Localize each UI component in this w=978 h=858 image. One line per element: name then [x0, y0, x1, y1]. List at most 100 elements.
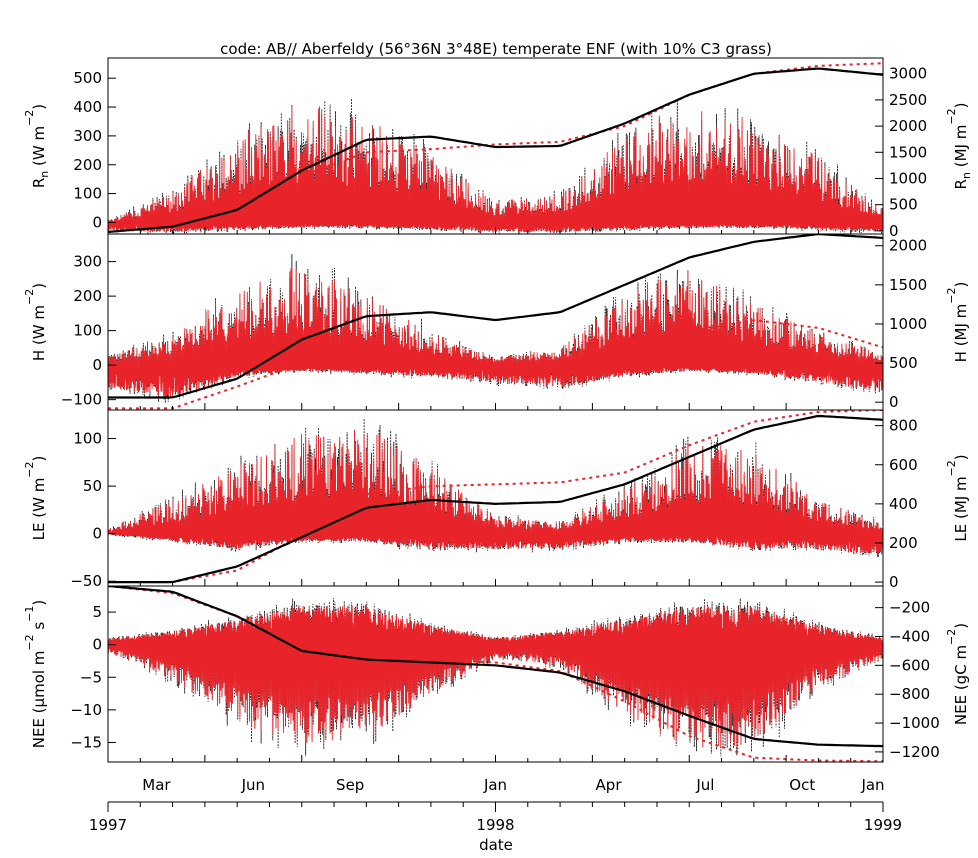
right-axis-label-Rn-part: n	[960, 172, 973, 179]
left-axis-label-Rn-part: R	[30, 178, 48, 188]
month-label: Sep	[336, 776, 364, 794]
right-axis-label-LE-part: )	[952, 454, 970, 460]
left-tick-label: 0	[92, 525, 102, 543]
left-axis-label-NEE-part: )	[30, 600, 48, 606]
left-axis-label-LE-part: LE	[30, 523, 48, 541]
cumulative-observed-curve	[108, 586, 883, 748]
left-axis-label-H-part: H	[30, 350, 48, 361]
right-tick-label: 2000	[889, 117, 927, 135]
left-tick-label: 200	[73, 287, 102, 305]
left-tick-label: 0	[92, 636, 102, 654]
right-tick-label: 0	[889, 222, 899, 240]
right-axis-label-NEE-part: −2	[945, 629, 958, 645]
cumulative-observed-curve	[108, 414, 883, 584]
left-axis-label-NEE-part: NEE	[30, 718, 48, 748]
right-axis-label-Rn-part: −2	[945, 108, 958, 124]
left-axis-label-Rn-part: (W m	[30, 126, 48, 171]
left-axis-label-LE-part: )	[30, 456, 48, 462]
right-axis-label-LE-part: (MJ m	[952, 476, 970, 523]
right-tick-label: 0	[889, 573, 899, 591]
right-tick-label: 800	[889, 417, 918, 435]
left-axis-label-NEE-part: s	[30, 622, 48, 635]
right-axis-label-H-part: )	[952, 282, 970, 288]
right-tick-label: −1000	[889, 714, 940, 732]
right-tick-label: 500	[889, 354, 918, 372]
date-axis: Mar Jun Sep Jan Apr Jul Oct Jan 1997 1998 1999	[89, 776, 902, 834]
left-tick-label: −15	[70, 733, 102, 751]
x-axis-label: date	[479, 836, 513, 854]
month-label: Apr	[596, 776, 623, 794]
right-tick-label: −1200	[889, 743, 940, 761]
panel-H-data	[108, 234, 883, 410]
panel-Rn-data	[108, 62, 883, 234]
left-axis-label-NEE-part: −1	[23, 606, 36, 622]
left-tick-label: −10	[70, 701, 102, 719]
right-tick-label: 3000	[889, 65, 927, 83]
right-tick-label: 400	[889, 495, 918, 513]
observed-flux-trace	[108, 254, 883, 404]
left-tick-label: 400	[73, 98, 102, 116]
month-label: Jun	[241, 776, 265, 794]
right-tick-label: 1000	[889, 169, 927, 187]
right-tick-label: −200	[889, 599, 930, 617]
left-axis-label-H-part: −2	[23, 289, 36, 305]
right-axis-label-NEE-part: NEE	[952, 695, 970, 725]
right-tick-label: 0	[889, 393, 899, 411]
right-axis-label-Rn-part: (MJ m	[952, 125, 970, 172]
model-flux-trace	[108, 604, 883, 748]
right-tick-label: 1500	[889, 143, 927, 161]
right-axis-label-NEE: NEE (gC m−2)	[945, 623, 970, 725]
month-label: Jan	[860, 776, 884, 794]
cumulative-observed-curve	[108, 67, 883, 233]
month-label: Oct	[789, 776, 815, 794]
left-tick-label: 0	[92, 213, 102, 231]
right-tick-label: 600	[889, 456, 918, 474]
left-axis-label-H: H (W m−2)	[23, 283, 48, 361]
left-tick-label: 100	[73, 322, 102, 340]
left-axis-label-LE-part: (W m	[30, 478, 48, 523]
right-tick-label: 1500	[889, 276, 927, 294]
panel-Rn: 5004003002001000300025002000150010005000…	[23, 57, 973, 240]
left-tick-label: 0	[92, 356, 102, 374]
right-axis-label-LE: LE (MJ m−2)	[945, 454, 970, 541]
right-axis-label-H-part: (MJ m	[952, 304, 970, 351]
year-label: 1999	[864, 816, 902, 834]
right-axis-label-H-part: H	[952, 351, 970, 362]
right-axis-label-NEE-part: )	[952, 623, 970, 629]
right-axis-label-Rn-part: )	[952, 103, 970, 109]
right-axis-label-H-part: −2	[945, 287, 958, 303]
right-tick-label: −600	[889, 656, 930, 674]
right-axis-label-Rn-part: R	[952, 179, 970, 189]
left-axis-label-Rn-part: n	[38, 171, 51, 178]
month-label: Jan	[483, 776, 507, 794]
right-tick-label: 2500	[889, 91, 927, 109]
left-axis-label-NEE-part: −2	[23, 634, 36, 650]
cumulative-observed-curve	[108, 234, 883, 399]
left-axis-label-LE-part: −2	[23, 461, 36, 477]
month-label: Mar	[142, 776, 171, 794]
left-tick-label: −50	[70, 572, 102, 590]
left-tick-label: 5	[92, 603, 102, 621]
left-axis-label-H-part: )	[30, 283, 48, 289]
left-axis-label-H-part: (W m	[30, 305, 48, 350]
left-tick-label: 200	[73, 156, 102, 174]
chart-panels: 5004003002001000300025002000150010005000…	[23, 57, 973, 763]
right-tick-label: 500	[889, 196, 918, 214]
left-axis-label-Rn: Rn (W m−2)	[23, 104, 51, 188]
model-flux-trace	[108, 267, 883, 398]
chart-title: code: AB// Aberfeldy (56°36N 3°48E) temp…	[220, 40, 772, 58]
left-tick-label: 300	[73, 127, 102, 145]
right-tick-label: 200	[889, 534, 918, 552]
left-axis-label-LE: LE (W m−2)	[23, 456, 48, 541]
left-tick-label: 100	[73, 430, 102, 448]
cumulative-model-curve	[108, 319, 883, 410]
model-flux-trace	[108, 429, 883, 555]
panel-NEE: 5 0 −5 −10 −15 −200 −400 −600 −800 −1000 −1200 NEE …	[23, 585, 970, 763]
left-axis-label-NEE-part: (μmol m	[30, 651, 48, 719]
month-label: Jul	[695, 776, 714, 794]
right-axis-label-NEE-part: (gC m	[952, 645, 970, 695]
right-tick-label: 2000	[889, 237, 927, 255]
